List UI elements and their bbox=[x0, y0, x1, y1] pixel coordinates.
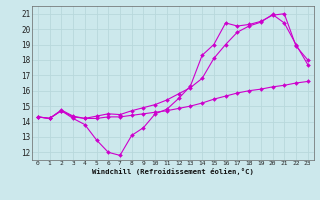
X-axis label: Windchill (Refroidissement éolien,°C): Windchill (Refroidissement éolien,°C) bbox=[92, 168, 254, 175]
